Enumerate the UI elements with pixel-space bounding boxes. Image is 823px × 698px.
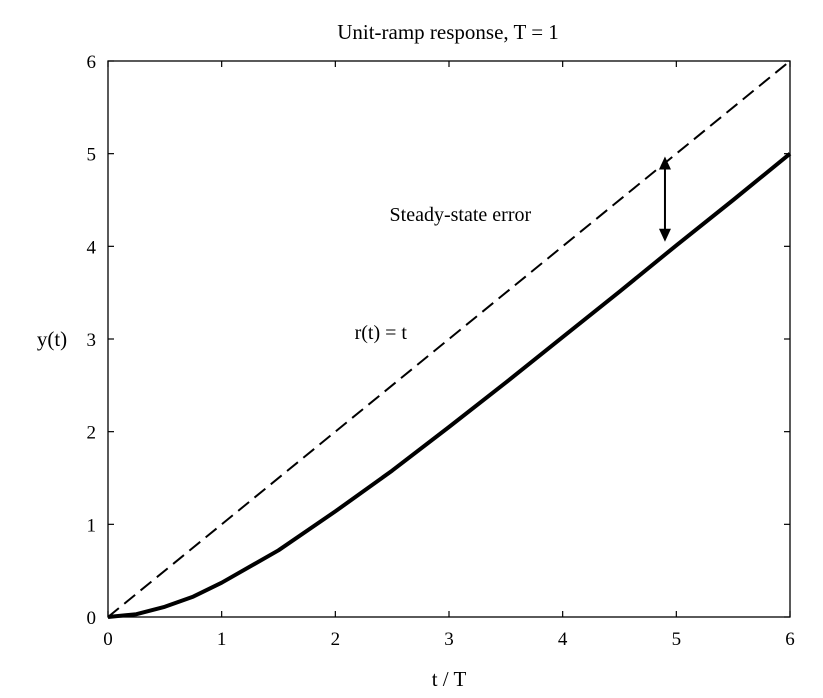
y-tick-label: 0 xyxy=(87,608,97,629)
y-axis-label: y(t) xyxy=(37,327,67,351)
axis-ticks xyxy=(107,60,791,618)
response-line xyxy=(107,152,792,619)
y-tick-label: 1 xyxy=(87,515,97,536)
x-tick-label: 2 xyxy=(331,629,341,650)
arrowhead-top xyxy=(658,156,671,170)
y-tick-label: 4 xyxy=(87,237,97,258)
chart-title: Unit-ramp response, T = 1 xyxy=(337,20,559,44)
x-tick-label: 4 xyxy=(558,629,568,650)
reference-annotation: r(t) = t xyxy=(355,322,408,344)
x-tick-label: 0 xyxy=(103,629,113,650)
x-tick-label: 3 xyxy=(444,629,454,650)
y-tick-label: 6 xyxy=(87,52,97,73)
y-tick-label: 2 xyxy=(87,423,97,444)
x-tick-label: 5 xyxy=(672,629,682,650)
x-tick-label: 6 xyxy=(785,629,795,650)
arrowhead-bottom xyxy=(658,228,671,242)
y-tick-label: 3 xyxy=(87,330,97,351)
steady-state-error-label: Steady-state error xyxy=(390,204,532,226)
y-tick-labels: 0 1 2 3 4 5 6 xyxy=(87,52,97,629)
y-tick-label: 5 xyxy=(87,145,97,166)
x-tick-labels: 0 1 2 3 4 5 6 xyxy=(103,629,795,650)
x-tick-label: 1 xyxy=(217,629,227,650)
x-axis-label: t / T xyxy=(432,667,467,691)
reference-ramp-line xyxy=(107,60,791,618)
